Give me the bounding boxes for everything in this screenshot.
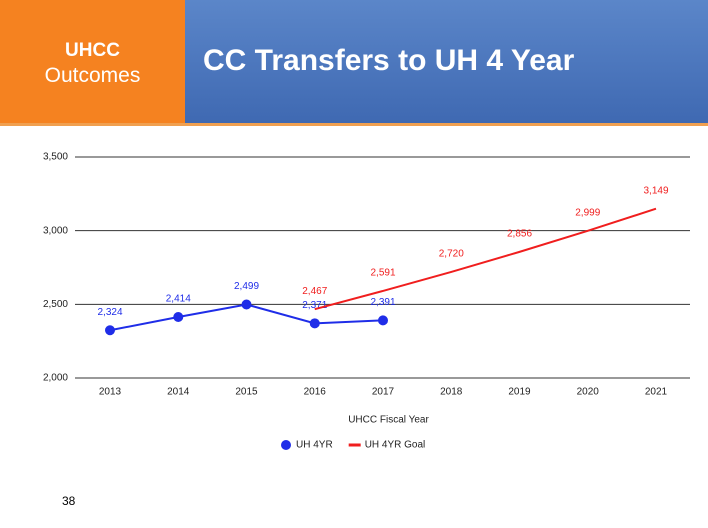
tag-subtitle: Outcomes — [44, 64, 141, 87]
data-label: 3,149 — [643, 185, 668, 196]
data-label: 2,467 — [302, 286, 327, 297]
x-tick-label: 2014 — [167, 387, 190, 398]
x-tick-label: 2020 — [577, 387, 600, 398]
point — [173, 312, 184, 323]
x-tick-label: 2019 — [508, 387, 531, 398]
tag-title: UHCC — [65, 40, 120, 61]
x-tick-label: 2018 — [440, 387, 463, 398]
y-tick-label: 2,000 — [43, 373, 68, 384]
header-rule — [0, 123, 708, 126]
x-tick-label: 2013 — [99, 387, 122, 398]
data-label: 2,414 — [166, 294, 191, 305]
line — [314, 207, 657, 311]
x-tick-label: 2015 — [235, 387, 258, 398]
x-tick-label: 2017 — [372, 387, 395, 398]
title-banner: CC Transfers to UH 4 Year — [185, 0, 708, 123]
data-label: 2,324 — [97, 307, 122, 318]
data-label: 2,720 — [439, 249, 464, 260]
legend-label: UH 4YR Goal — [365, 440, 426, 451]
data-label: 2,999 — [575, 207, 600, 218]
section-tag: UHCC Outcomes — [0, 0, 185, 123]
data-label: 2,371 — [302, 300, 327, 311]
data-label: 2,499 — [234, 281, 259, 292]
data-label: 2,591 — [370, 268, 395, 279]
point — [241, 299, 252, 310]
point — [309, 318, 320, 329]
data-label: 2,856 — [507, 229, 532, 240]
y-tick-label: 2,500 — [43, 299, 68, 310]
legend-marker — [348, 443, 361, 447]
x-tick-label: 2016 — [304, 387, 327, 398]
data-label: 2,391 — [370, 297, 395, 308]
page-number: 38 — [62, 494, 76, 508]
legend-label: UH 4YR — [296, 440, 333, 451]
legend-marker — [281, 440, 291, 450]
point — [105, 325, 115, 336]
slide-title: CC Transfers to UH 4 Year — [203, 44, 575, 77]
y-tick-label: 3,500 — [43, 152, 68, 163]
x-tick-label: 2021 — [645, 387, 668, 398]
point — [378, 315, 388, 326]
y-tick-label: 3,000 — [43, 225, 68, 236]
x-axis-title: UHCC Fiscal Year — [348, 415, 429, 426]
